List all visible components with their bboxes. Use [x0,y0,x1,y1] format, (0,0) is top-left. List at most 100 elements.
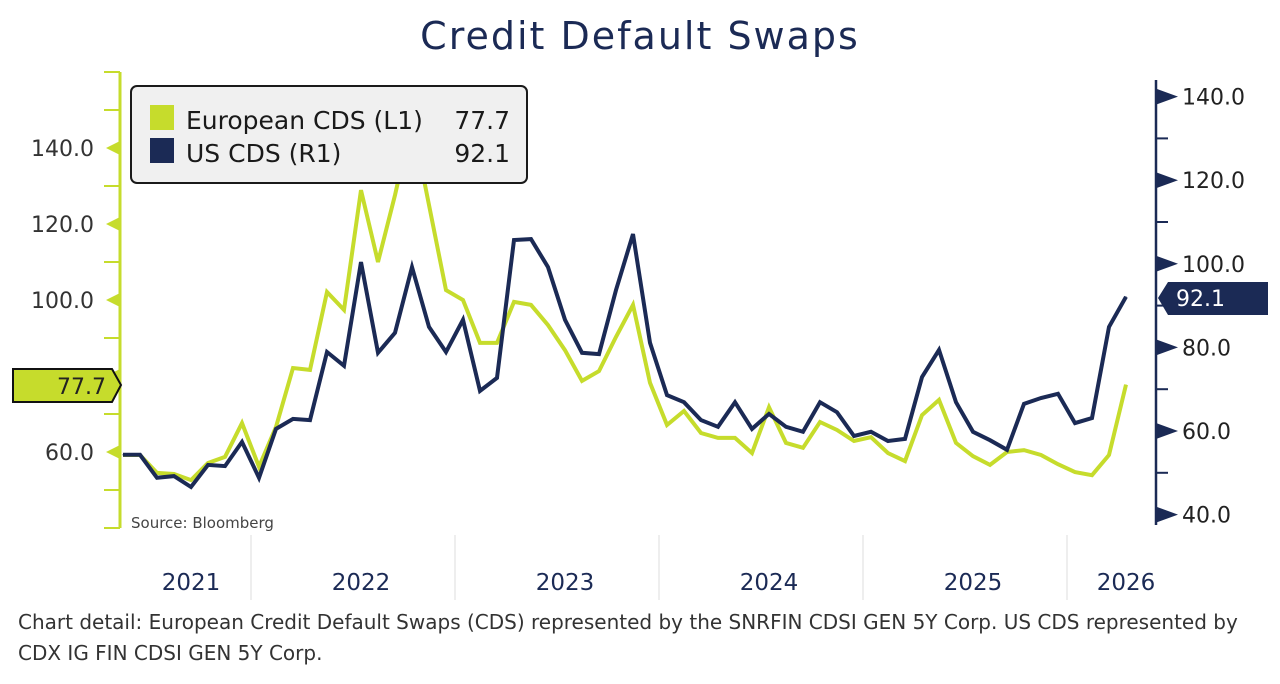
left-axis-tick-label: 60.0 [45,441,94,466]
european-cds-point [1023,449,1025,451]
right-axis-major-tick [1156,339,1178,356]
left-axis-major-tick [106,141,120,155]
european-cds-point [1108,454,1110,456]
european-cds-point [394,194,396,196]
us-cds-point [1057,393,1059,395]
x-axis-tick-label: 2023 [536,570,595,596]
left-last-value: 77.7 [57,375,106,400]
us-cds-point [700,419,702,421]
right-axis-tick-label: 80.0 [1182,336,1231,361]
european-cds-point [377,261,379,263]
european-cds-point [241,422,243,424]
us-cds-point [122,454,124,456]
us-cds-point [1023,403,1025,405]
right-axis-tick-label: 100.0 [1182,253,1245,278]
european-cds-point [955,442,957,444]
legend: European CDS (L1) 77.7 US CDS (R1) 92.1 [130,85,528,184]
us-cds-point [292,418,294,420]
us-cds-point [785,426,787,428]
us-cds-point [938,349,940,351]
right-axis-tick-label: 120.0 [1182,169,1245,194]
chart-detail-note: Chart detail: European Credit Default Sw… [18,610,1238,665]
left-axis-major-tick [106,217,120,231]
us-cds-point [836,411,838,413]
us-cds-point [513,239,515,241]
left-axis-tick-label: 120.0 [31,213,94,238]
european-cds-line [123,119,1128,483]
us-cds-point [972,431,974,433]
year-separators [250,535,1068,600]
series-lines [122,119,1128,490]
us-cds-point [190,486,192,488]
us-cds-point [462,319,464,321]
european-cds-point [581,380,583,382]
european-cds-point [1125,384,1127,386]
european-cds-point [836,429,838,431]
european-cds-point [734,437,736,439]
right-axis-tick-label: 40.0 [1182,504,1231,529]
x-axis-tick-label: 2026 [1097,570,1156,596]
us-cds-point [564,319,566,321]
x-axis-tick-label: 2021 [162,570,221,596]
us-cds-point [989,439,991,441]
us-cds-point [411,266,413,268]
european-cds-point [190,479,192,481]
legend-value-us: 92.1 [454,139,510,168]
left-axis-major-tick [106,293,120,307]
us-cds-point [921,376,923,378]
us-cds-point [870,431,872,433]
us-cds-point [173,475,175,477]
us-cds-point [853,435,855,437]
us-cds-point [479,390,481,392]
european-cds-point [479,342,481,344]
european-cds-point [156,472,158,474]
european-cds-point [683,410,685,412]
us-cds-point [955,401,957,403]
european-cds-point [564,349,566,351]
us-cds-point [530,238,532,240]
european-cds-point [1074,471,1076,473]
right-axis-major-tick [1156,255,1178,272]
us-cds-point [683,401,685,403]
right-last-value: 92.1 [1176,287,1225,312]
right-axis-major-tick [1156,423,1178,439]
legend-swatch-european [150,105,174,130]
european-cds-point [802,447,804,449]
european-cds-point [921,414,923,416]
european-cds-point [853,440,855,442]
legend-box [130,85,528,184]
us-cds-point [904,438,906,440]
left-axis-tick-label: 100.0 [31,289,94,314]
european-cds-point [870,436,872,438]
right-last-value-badge: 92.1 [1158,282,1268,315]
us-cds-point [309,419,311,421]
european-cds-point [1091,474,1093,476]
us-cds-point [428,326,430,328]
european-cds-point [428,204,430,206]
european-cds-point [530,304,532,306]
us-cds-line [123,233,1128,490]
european-cds-point [1040,454,1042,456]
us-cds-point [649,342,651,344]
european-cds-point [513,301,515,303]
european-cds-point [751,452,753,454]
us-cds-point [802,431,804,433]
european-cds-point [785,442,787,444]
us-cds-point [734,401,736,403]
legend-label-us: US CDS (R1) [186,139,341,168]
us-cds-point [496,377,498,379]
european-cds-point [547,324,549,326]
european-cds-point [632,304,634,306]
european-cds-point [326,291,328,293]
x-axis-tick-label: 2024 [740,570,799,596]
right-axis-major-tick [1156,172,1178,189]
us-cds-point [445,351,447,353]
us-cds-point [615,289,617,291]
us-cds-point [751,428,753,430]
us-cds-point [224,465,226,467]
european-cds-point [989,464,991,466]
us-cds-point [377,352,379,354]
x-axis-tick-label: 2022 [332,570,391,596]
european-cds-point [819,421,821,423]
